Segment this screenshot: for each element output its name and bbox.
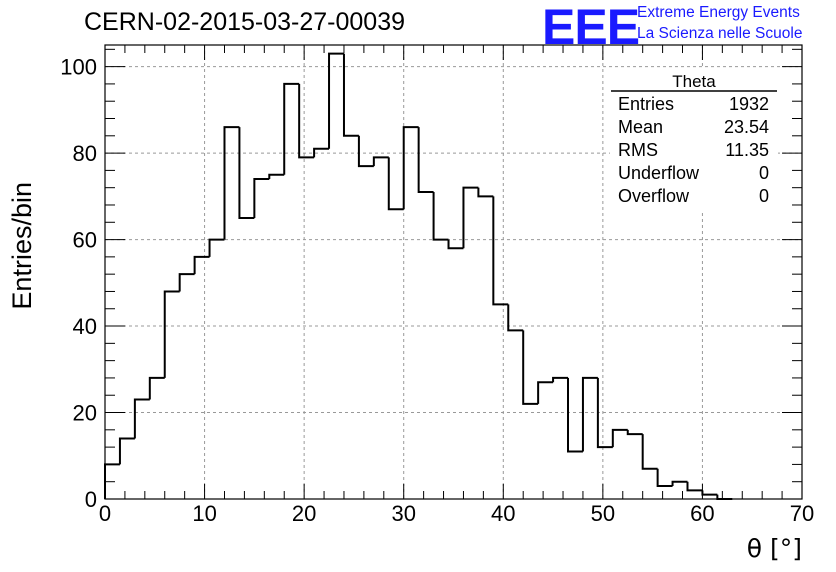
y-tick-label: 80 [73,141,97,166]
histogram-bin [656,468,673,488]
stats-value: 23.54 [724,117,769,137]
histogram-bin [507,304,524,332]
x-tick-label: 70 [790,501,814,526]
y-tick-label: 0 [85,487,97,512]
stats-value: 0 [759,163,769,183]
stats-value: 0 [759,186,769,206]
histogram-bin [133,398,150,439]
histogram-bin [462,186,479,249]
histogram-bin [701,490,718,496]
x-tick-label: 10 [192,501,216,526]
histogram-bin [313,147,330,158]
histogram-bin [611,428,628,448]
stats-value: 11.35 [725,140,769,160]
histogram-bin [283,82,300,175]
x-tick-label: 40 [491,501,515,526]
histogram-bin [641,434,658,470]
stats-value: 1932 [729,94,769,114]
histogram-bin [178,273,195,292]
logo-line-1: Extreme Energy Events [637,4,800,21]
histogram-bin [477,187,494,198]
histogram-bin [447,239,464,250]
histogram-bin [567,377,583,453]
histogram-bin [208,238,225,257]
histogram-bin [432,192,449,241]
y-tick-label: 40 [73,314,97,339]
histogram-bin [118,437,135,465]
y-tick-label: 100 [60,55,97,80]
histogram-bin [581,376,598,452]
y-tick-label: 20 [73,401,97,426]
histogram-bin [417,127,434,194]
axis-tick-labels: 0 10 20 30 40 50 60 70 0 20 40 60 80 100 [60,55,814,526]
histogram-bin [537,381,554,404]
x-tick-label: 0 [99,501,111,526]
histogram-bin [686,481,703,492]
histogram-bin [372,156,389,167]
plot-frame [104,44,803,500]
x-tick-label: 60 [690,501,714,526]
stats-label: Overflow [618,186,690,206]
histogram-bin [596,377,613,449]
x-tick-label: 30 [391,501,415,526]
stats-label: Mean [618,117,663,137]
histogram-bin [268,173,285,180]
histogram-bars [104,52,733,500]
histogram-bin [402,126,419,210]
stats-label: Underflow [618,163,700,183]
histogram-bin [193,255,210,275]
histogram-bin [492,196,509,306]
histogram-bin [104,463,120,499]
x-tick-label: 20 [292,501,316,526]
histogram-bin [626,429,643,436]
histogram-bin [148,376,165,400]
plot-frame-rect [104,44,803,500]
histogram-bin [298,83,315,159]
stats-label: RMS [618,140,658,160]
histogram-bin [552,376,569,383]
stats-label: Entries [618,94,674,114]
x-axis-label: θ [°] [747,534,802,563]
histogram-bin [328,52,344,149]
histogram-bin [238,127,255,219]
chart-title: CERN-02-2015-03-27-00039 [84,8,406,36]
stats-box-bg [610,69,778,212]
histogram-bin [253,178,270,218]
logo-line-2: La Scienza nelle Scuole [637,25,803,42]
histogram-bin [223,126,240,240]
histogram-bin [342,53,359,137]
eee-logo: EEE [542,0,640,55]
histogram-bin [716,494,733,500]
histogram-bin [163,290,180,378]
stats-title: Theta [672,72,716,91]
histogram-bin [357,135,374,168]
histogram-bin [671,480,688,487]
y-tick-label: 60 [73,228,97,253]
stats-box: Theta Entries 1932 Mean 23.54 RMS 11.35 Underfl… [610,69,778,212]
y-axis-label: Entries/bin [7,182,37,310]
histogram-bin [387,157,404,211]
axis-ticks [104,45,803,500]
histogram-bin [522,330,539,405]
x-tick-label: 50 [591,501,615,526]
